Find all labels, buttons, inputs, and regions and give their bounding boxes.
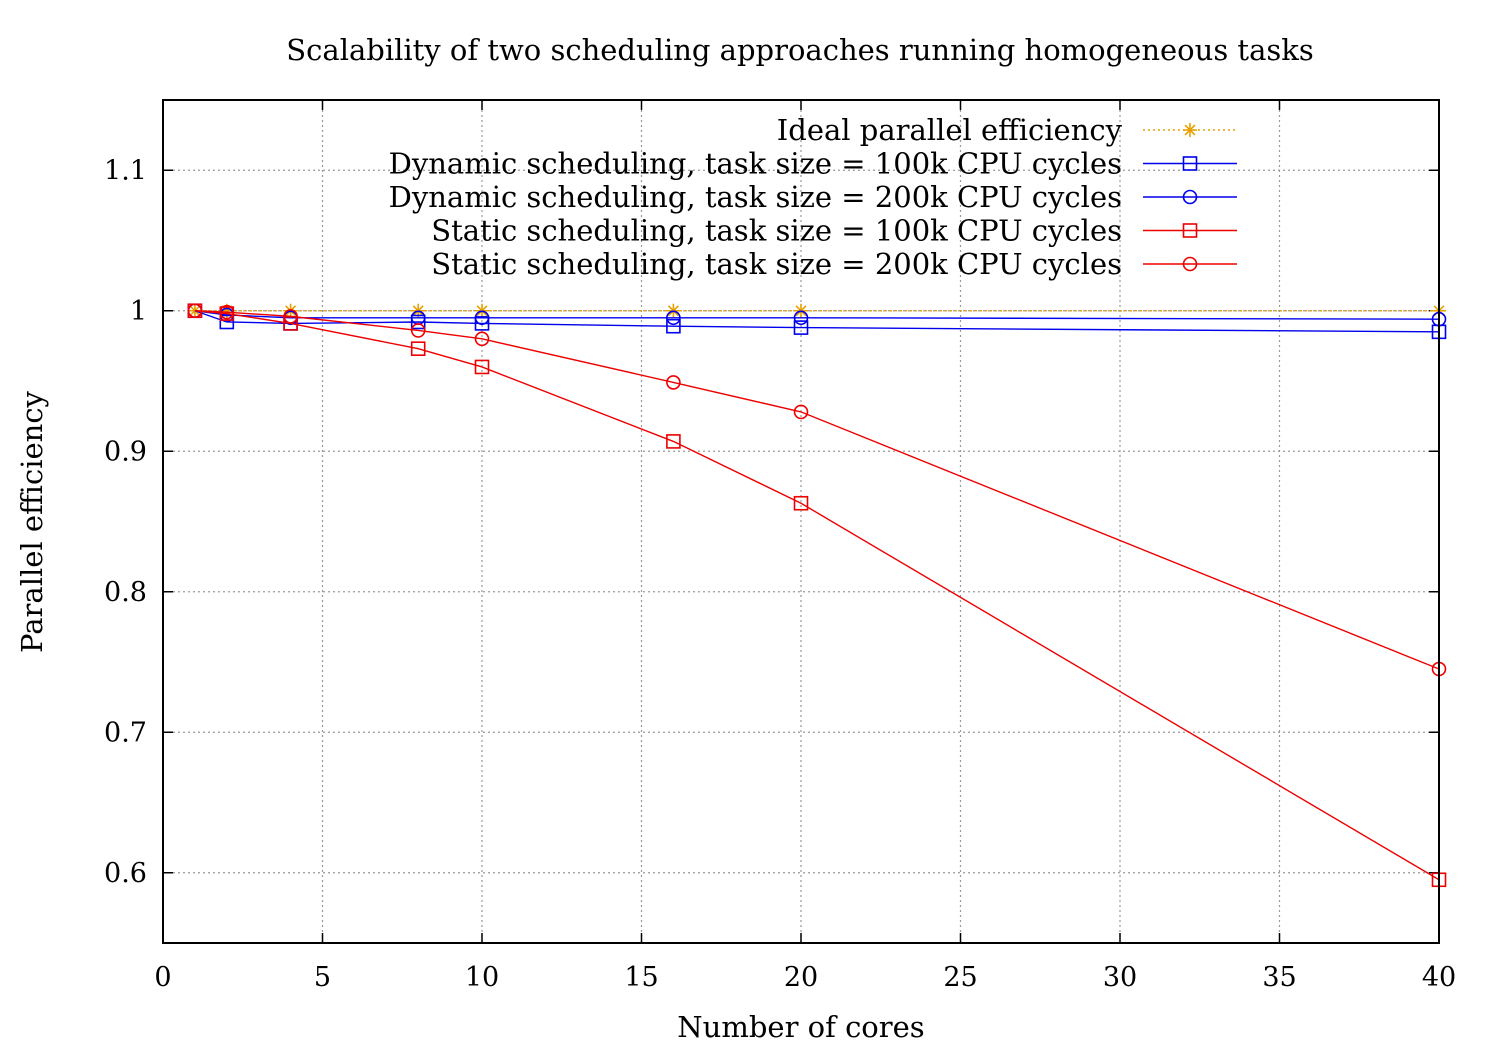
data-point	[793, 320, 809, 335]
x-axis-label: Number of cores	[677, 1010, 924, 1044]
data-point	[410, 341, 426, 356]
data-point	[283, 309, 298, 324]
x-tick-label: 20	[784, 962, 818, 993]
data-point	[410, 314, 426, 330]
data-point	[474, 310, 490, 326]
series-line	[194, 310, 1440, 333]
legend-entry: Static scheduling, task size = 200k CPU …	[431, 247, 1237, 281]
legend-entry: Ideal parallel efficiency	[777, 113, 1237, 147]
legend-entry: Dynamic scheduling, task size = 100k CPU…	[389, 147, 1237, 181]
legend-label: Static scheduling, task size = 100k CPU …	[431, 214, 1122, 248]
legend-marker	[1182, 156, 1198, 171]
data-point	[666, 375, 681, 390]
chart-title: Scalability of two scheduling approaches…	[286, 33, 1313, 67]
series-line	[194, 310, 1440, 881]
data-point	[666, 434, 681, 449]
data-point	[474, 331, 490, 347]
legend-label: Dynamic scheduling, task size = 200k CPU…	[389, 180, 1122, 214]
data-point	[219, 304, 235, 320]
x-tick-label: 40	[1422, 962, 1456, 993]
y-tick-labels: 0.6 0.7 0.8 0.9 1 1.1	[104, 155, 147, 889]
legend-marker	[1182, 256, 1198, 272]
plot-frame	[162, 99, 1440, 944]
data-point	[793, 310, 809, 326]
series-1	[187, 303, 1446, 318]
legend-marker	[1182, 189, 1198, 205]
x-tick-label: 10	[465, 962, 499, 993]
legend-label: Ideal parallel efficiency	[777, 113, 1123, 147]
series-2	[187, 303, 1447, 340]
x-tick-label: 35	[1262, 962, 1296, 993]
series-5	[187, 303, 1447, 677]
x-tick-label: 30	[1103, 962, 1137, 993]
y-tick-label: 1	[130, 296, 147, 327]
data-point	[410, 323, 426, 338]
legend-marker	[1182, 223, 1198, 238]
data-point	[474, 359, 490, 375]
series-line	[194, 310, 1440, 670]
legend-marker	[1183, 123, 1197, 137]
y-tick-label: 0.9	[104, 436, 147, 467]
x-tick-label: 25	[943, 962, 977, 993]
legend-label: Dynamic scheduling, task size = 100k CPU…	[389, 147, 1122, 181]
data-point	[219, 303, 234, 318]
y-tick-label: 0.8	[104, 577, 147, 608]
y-tick-label: 0.6	[104, 858, 147, 889]
data-point	[474, 316, 490, 331]
y-tick-label: 0.7	[104, 717, 147, 748]
data-point	[666, 310, 681, 326]
data-point	[793, 404, 809, 420]
data-point	[666, 318, 681, 334]
legend-entry: Dynamic scheduling, task size = 200k CPU…	[389, 180, 1237, 214]
y-tick-label: 1.1	[104, 155, 147, 186]
x-tick-label: 0	[154, 962, 171, 993]
legend-label: Static scheduling, task size = 200k CPU …	[431, 247, 1122, 281]
gridlines	[163, 100, 1439, 943]
x-tick-labels: 0 5 10 15 20 25 30 35 40	[154, 962, 1456, 993]
legend-entry: Static scheduling, task size = 100k CPU …	[431, 214, 1237, 248]
x-tick-label: 5	[314, 962, 331, 993]
series-line	[194, 310, 1440, 320]
data-series	[187, 303, 1447, 888]
data-point	[187, 303, 203, 319]
x-tick-label: 15	[624, 962, 658, 993]
y-axis-label: Parallel efficiency	[15, 390, 49, 652]
data-point	[793, 495, 809, 511]
